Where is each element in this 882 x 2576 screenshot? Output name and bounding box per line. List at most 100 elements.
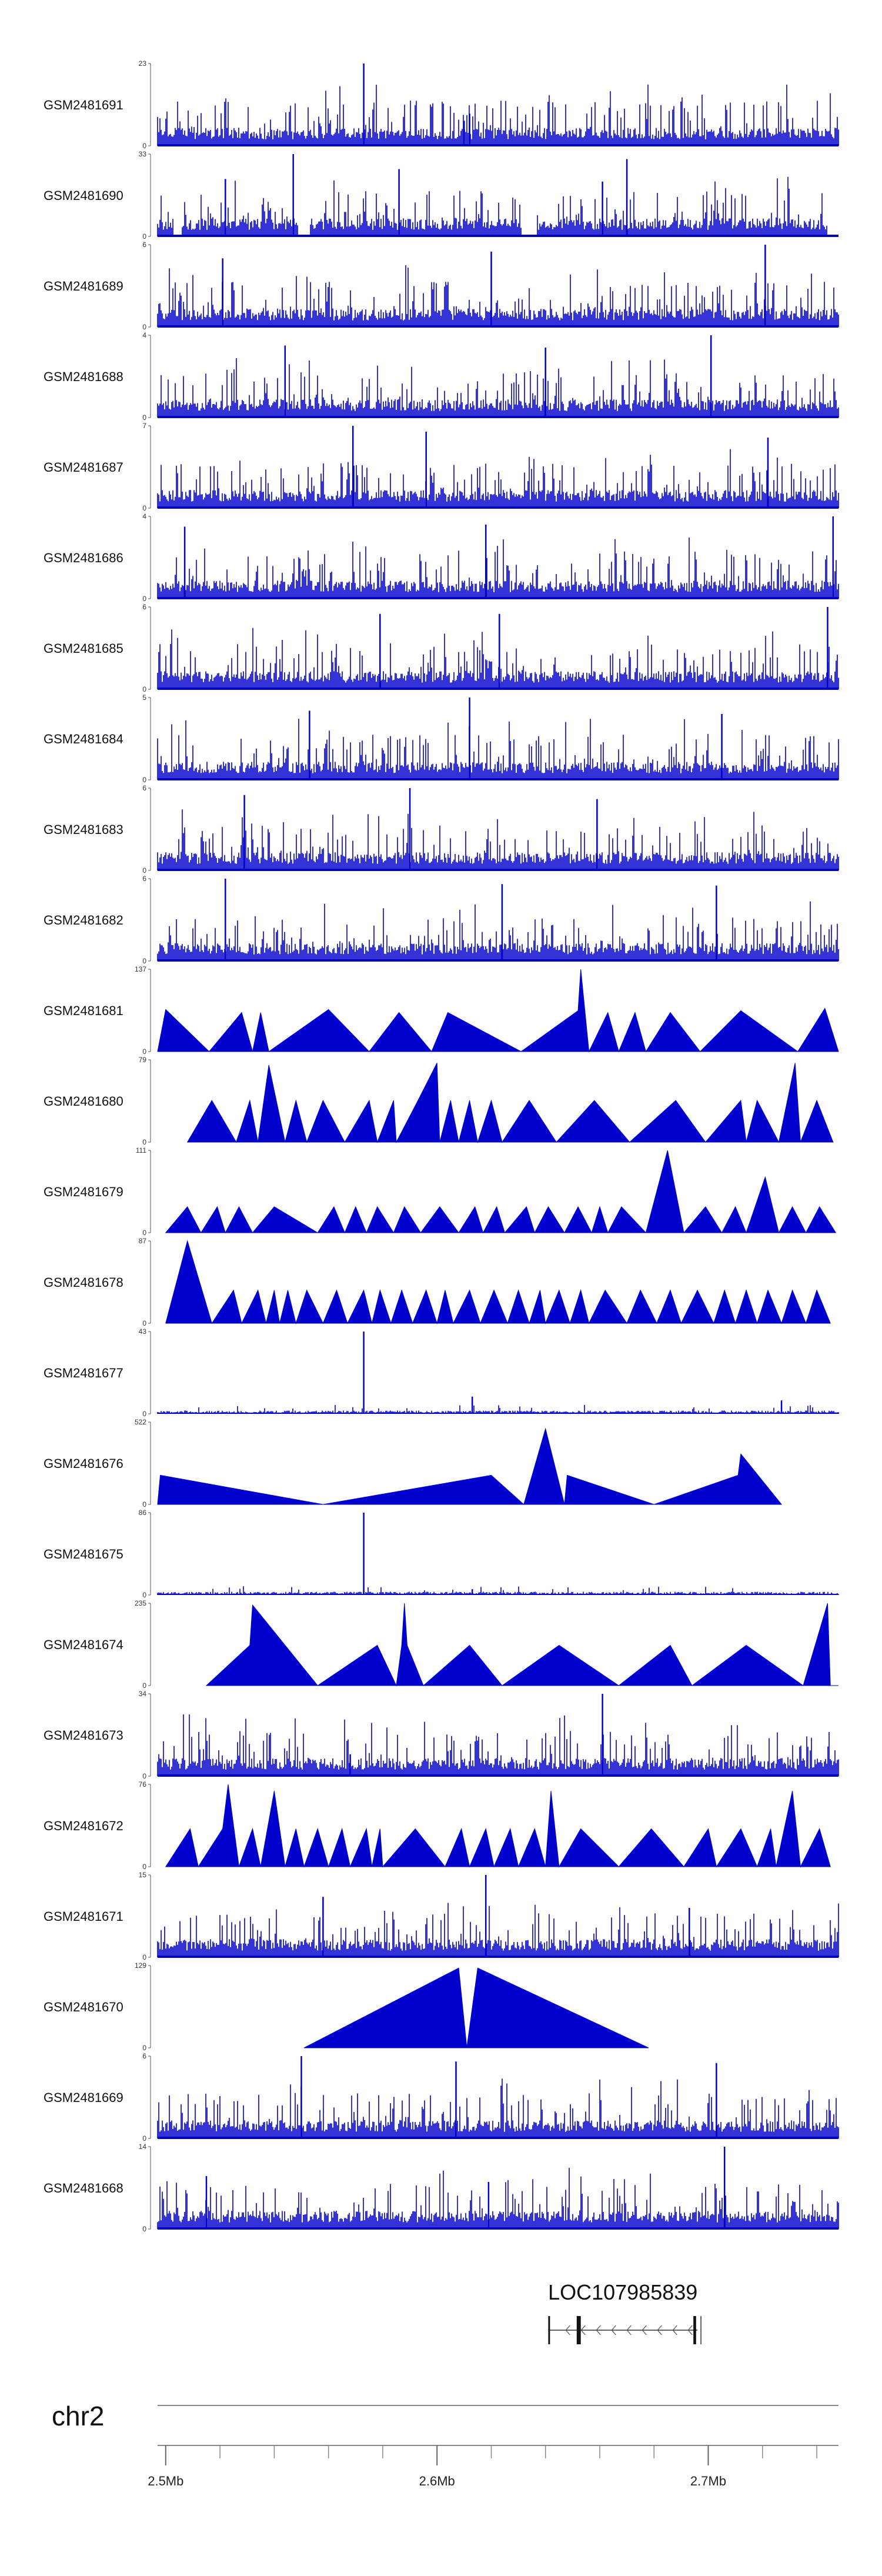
- track-GSM2481674: GSM2481674 235 0: [44, 1599, 838, 1690]
- chromosome-label: chr2: [52, 2401, 104, 2431]
- axis-tick-label: 2.5Mb: [148, 2474, 183, 2488]
- y-max-label: 6: [142, 875, 146, 883]
- track-label: GSM2481675: [44, 1547, 123, 1561]
- coverage-bars: [157, 719, 839, 780]
- y-min-label: 0: [142, 595, 146, 603]
- y-min-label: 0: [142, 957, 146, 965]
- strand-arrow: [657, 2325, 662, 2335]
- y-max-label: 15: [139, 1871, 147, 1879]
- genome-axis: chr2 2.5Mb 2.6Mb 2.7Mb: [52, 2401, 838, 2488]
- coverage-bars: [157, 537, 839, 599]
- track-label: GSM2481673: [44, 1728, 123, 1743]
- strand-arrow: [596, 2325, 601, 2335]
- track-label: GSM2481680: [44, 1094, 123, 1109]
- track-label: GSM2481685: [44, 641, 123, 656]
- track-GSM2481686: GSM2481686 4 0: [44, 512, 839, 603]
- y-min-label: 0: [142, 1319, 146, 1327]
- y-max-label: 79: [139, 1056, 147, 1064]
- track-GSM2481675: GSM2481675 86 0: [44, 1509, 839, 1599]
- track-label: GSM2481681: [44, 1003, 123, 1018]
- y-max-label: 34: [139, 1690, 147, 1698]
- y-min-label: 0: [142, 2134, 146, 2143]
- coverage-area: [303, 1967, 649, 2048]
- y-max-label: 235: [135, 1599, 146, 1607]
- y-max-label: 6: [142, 603, 146, 611]
- y-min-label: 0: [142, 1229, 146, 1237]
- track-label: GSM2481690: [44, 188, 123, 203]
- coverage-area: [157, 969, 839, 1053]
- y-min-label: 0: [142, 776, 146, 784]
- y-min-label: 0: [142, 413, 146, 422]
- axis-tick-label: 2.6Mb: [419, 2474, 455, 2488]
- coverage-bars: [157, 84, 839, 146]
- track-GSM2481679: GSM2481679 111 0: [44, 1146, 837, 1237]
- track-label: GSM2481668: [44, 2181, 123, 2195]
- y-max-label: 76: [139, 1780, 147, 1788]
- gene-label: LOC107985839: [548, 2280, 697, 2304]
- track-label: GSM2481678: [44, 1275, 123, 1290]
- track-GSM2481689: GSM2481689 6 0: [44, 241, 839, 331]
- gene-exon: [693, 2316, 696, 2344]
- track-label: GSM2481669: [44, 2090, 123, 2105]
- track-GSM2481680: GSM2481680 79 0: [44, 1056, 834, 1146]
- coverage-bars: [157, 2168, 839, 2229]
- y-min-label: 0: [142, 323, 146, 331]
- track-label: GSM2481676: [44, 1456, 123, 1471]
- y-min-label: 0: [142, 2225, 146, 2233]
- track-GSM2481687: GSM2481687 7 0: [44, 422, 839, 512]
- y-max-label: 7: [142, 422, 146, 430]
- y-min-label: 0: [142, 1772, 146, 1780]
- strand-arrow: [672, 2325, 677, 2335]
- track-GSM2481678: GSM2481678 87 0: [44, 1237, 831, 1327]
- coverage-bars: [157, 265, 839, 327]
- y-min-label: 0: [142, 142, 146, 150]
- track-GSM2481676: GSM2481676 522 0: [44, 1418, 783, 1509]
- y-max-label: 4: [142, 512, 146, 520]
- strand-arrow: [642, 2325, 647, 2335]
- track-GSM2481685: GSM2481685 6 0: [44, 603, 839, 693]
- track-label: GSM2481687: [44, 460, 123, 475]
- y-min-label: 0: [142, 1591, 146, 1599]
- coverage-bars: [157, 1586, 839, 1595]
- track-label: GSM2481686: [44, 550, 123, 565]
- track-GSM2481682: GSM2481682 6 0: [44, 875, 839, 965]
- track-label: GSM2481689: [44, 279, 123, 293]
- y-min-label: 0: [142, 1410, 146, 1418]
- y-min-label: 0: [142, 1500, 146, 1509]
- coverage-area: [165, 1150, 837, 1234]
- y-max-label: 6: [142, 2052, 146, 2060]
- track-label: GSM2481684: [44, 732, 123, 746]
- track-label: GSM2481682: [44, 913, 123, 927]
- y-max-label: 33: [139, 150, 147, 158]
- coverage-area: [205, 1603, 838, 1687]
- track-label: GSM2481691: [44, 98, 123, 112]
- y-min-label: 0: [142, 2044, 146, 2052]
- strand-arrow: [611, 2325, 616, 2335]
- y-max-label: 4: [142, 331, 146, 339]
- track-label: GSM2481683: [44, 822, 123, 837]
- y-min-label: 0: [142, 685, 146, 693]
- track-label: GSM2481679: [44, 1184, 123, 1199]
- track-GSM2481669: GSM2481669 6 0: [44, 2052, 839, 2143]
- strand-arrow: [626, 2325, 632, 2335]
- track-GSM2481668: GSM2481668 14 0: [44, 2143, 839, 2233]
- y-max-label: 86: [139, 1509, 147, 1517]
- track-GSM2481677: GSM2481677 43 0: [44, 1327, 839, 1418]
- coverage-bars: [157, 901, 839, 961]
- y-max-label: 23: [139, 59, 147, 68]
- track-GSM2481683: GSM2481683 6 0: [44, 784, 839, 875]
- track-label: GSM2481688: [44, 369, 123, 384]
- coverage-bars: [157, 449, 839, 508]
- y-min-label: 0: [142, 504, 146, 512]
- coverage-bars: [157, 1714, 839, 1776]
- coverage-area: [165, 1784, 831, 1868]
- y-max-label: 87: [139, 1237, 147, 1245]
- gene-exon: [576, 2316, 581, 2344]
- gene-exon: [548, 2316, 550, 2344]
- y-min-label: 0: [142, 1681, 146, 1690]
- y-max-label: 522: [135, 1418, 146, 1426]
- track-GSM2481690: GSM2481690 33 0: [44, 150, 838, 241]
- track-label: GSM2481671: [44, 1909, 123, 1924]
- y-min-label: 0: [142, 1863, 146, 1871]
